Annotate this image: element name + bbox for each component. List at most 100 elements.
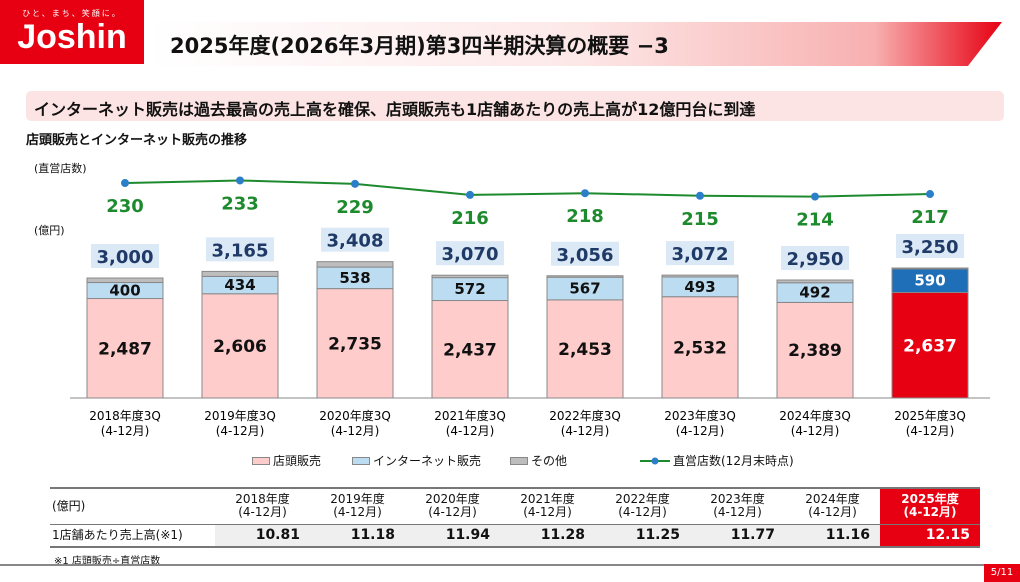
total-label: 3,250 [902, 237, 959, 258]
bar-value-label: 2,735 [328, 334, 382, 354]
headline: インターネット販売は過去最高の売上高を確保、店頭販売も1店舗あたりの売上高が12… [26, 91, 1004, 121]
bar-value-label: 434 [224, 276, 255, 294]
table-row-label: 1店舗あたり売上高(※1) [52, 527, 183, 542]
joshin-logo: ひと、まち、笑顔に。 Joshin [0, 0, 144, 64]
stores-label: 218 [566, 206, 604, 227]
bar-value-label: 538 [339, 269, 370, 287]
total-label-bg [896, 234, 964, 258]
total-label-bg [91, 244, 159, 268]
table-column-header: 2022年度 (4-12月) [615, 492, 670, 520]
x-tick-label: (4-12月) [331, 424, 380, 438]
stores-point [696, 191, 704, 200]
bar-value-label: 2,453 [558, 340, 612, 360]
x-tick-label: 2024年度3Q [779, 408, 851, 423]
x-tick-label: 2019年度3Q [204, 408, 276, 423]
table-cell: 11.94 [405, 524, 500, 547]
bar-value-label: 2,637 [903, 336, 957, 356]
table-cell: 10.81 [215, 524, 310, 547]
table-cell: 11.28 [500, 524, 595, 547]
total-label: 3,408 [327, 231, 384, 252]
x-tick-label: (4-12月) [906, 424, 955, 438]
bar-value-label: 400 [109, 282, 140, 300]
stores-label: 214 [796, 210, 834, 231]
stores-point [236, 176, 244, 185]
bar-axis-label: (億円) [34, 224, 65, 237]
total-label: 3,056 [557, 245, 614, 266]
total-label-bg [551, 241, 619, 266]
legend-other: その他 [510, 452, 567, 469]
total-label-bg [781, 246, 849, 270]
stores-label: 216 [451, 208, 489, 229]
bar-value-label: 493 [684, 278, 715, 296]
x-tick-label: 2018年度3Q [89, 408, 161, 423]
per-store-table: (億円) 2018年度 (4-12月) 2019年度 (4-12月) 2020年度 (4-1… [50, 487, 980, 548]
x-tick-label: 2021年度3Q [434, 408, 506, 423]
x-tick-label: 2023年度3Q [664, 408, 736, 423]
x-tick-label: (4-12月) [216, 424, 265, 438]
total-label: 3,165 [212, 240, 269, 261]
stores-label: 230 [106, 196, 144, 217]
chart-subtitle: 店頭販売とインターネット販売の推移 [26, 133, 248, 148]
x-tick-label: 2022年度3Q [549, 408, 621, 423]
bar-segment-その他 [201, 270, 279, 277]
stores-point [926, 190, 934, 199]
stores-label: 217 [911, 207, 949, 228]
total-label-bg [666, 241, 734, 266]
table-column-header: 2018年度 (4-12月) [235, 492, 290, 520]
bar-value-label: 2,606 [213, 337, 267, 357]
total-label: 2,950 [787, 249, 844, 270]
bar-value-label: 2,437 [443, 340, 497, 360]
table-header-label: (億円) [52, 498, 86, 513]
total-label: 3,070 [442, 244, 499, 265]
x-tick-label: (4-12月) [446, 424, 495, 438]
legend-swatch [510, 456, 528, 465]
bar-value-label: 572 [454, 280, 485, 298]
bar-segment-店頭販売 [546, 299, 624, 399]
bar-value-label: 492 [799, 284, 830, 302]
bar-segment-その他 [316, 261, 394, 268]
table-column-header: 2024年度 (4-12月) [805, 492, 860, 520]
table-column-header: 2025年度 (4-12月) [880, 488, 980, 524]
legend-swatch [252, 456, 270, 465]
divider [0, 564, 1020, 566]
bar-segment-その他 [86, 277, 164, 284]
bar-value-label: 2,389 [788, 341, 842, 361]
stores-point [581, 189, 589, 198]
stores-label: 233 [221, 193, 259, 214]
bar-value-label: 2,487 [98, 339, 152, 359]
title-bar: 2025年度(2026年3月期)第3四半期決算の概要 −3 [150, 22, 1002, 66]
bar-segment-店頭販売 [431, 300, 509, 399]
legend-internet: インターネット販売 [352, 452, 481, 469]
x-tick-label: (4-12月) [561, 424, 610, 438]
page-title: 2025年度(2026年3月期)第3四半期決算の概要 −3 [170, 34, 669, 58]
x-tick-label: (4-12月) [676, 424, 725, 438]
total-label-bg [206, 237, 274, 262]
total-label-bg [321, 227, 389, 252]
bar-segment-その他 [661, 274, 739, 278]
stores-label: 229 [336, 197, 374, 218]
stores-label: 215 [681, 209, 719, 230]
stores-point [351, 179, 359, 188]
bar-segment-その他 [431, 274, 509, 279]
stores-point [121, 179, 129, 187]
x-tick-label: (4-12月) [101, 424, 150, 438]
table-cell: 11.16 [785, 524, 880, 547]
x-tick-label: 2020年度3Q [319, 408, 391, 423]
bar-value-label: 590 [914, 272, 945, 290]
total-label: 3,000 [97, 247, 154, 268]
table-cell: 11.77 [690, 524, 785, 547]
footnote: ※1 店頭販売÷直営店数 [54, 556, 161, 567]
total-label-bg [436, 241, 504, 266]
bar-value-label: 567 [569, 280, 600, 298]
table-column-header: 2019年度 (4-12月) [330, 492, 385, 520]
total-label: 3,072 [672, 244, 729, 265]
stores-point [466, 190, 474, 199]
legend-store: 店頭販売 [252, 452, 321, 469]
bar-segment-その他 [546, 275, 624, 278]
bar-value-label: 2,532 [673, 338, 727, 358]
chart: 2,4874003,0002018年度3Q(4-12月)2,6064343,16… [70, 176, 990, 438]
bar-segment-店頭販売 [891, 292, 969, 399]
table-cell: 11.25 [595, 524, 690, 547]
legend-swatch [352, 456, 370, 465]
table-column-header: 2023年度 (4-12月) [710, 492, 765, 520]
